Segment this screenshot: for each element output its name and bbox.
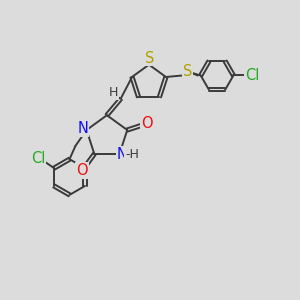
Text: S: S [183,64,192,80]
Text: -H: -H [125,148,139,161]
Text: N: N [117,147,128,162]
Text: Cl: Cl [31,151,45,166]
Text: O: O [76,163,88,178]
Text: Cl: Cl [245,68,260,83]
Text: N: N [77,121,88,136]
Text: O: O [141,116,153,131]
Text: S: S [145,51,154,66]
Text: H: H [109,86,118,99]
